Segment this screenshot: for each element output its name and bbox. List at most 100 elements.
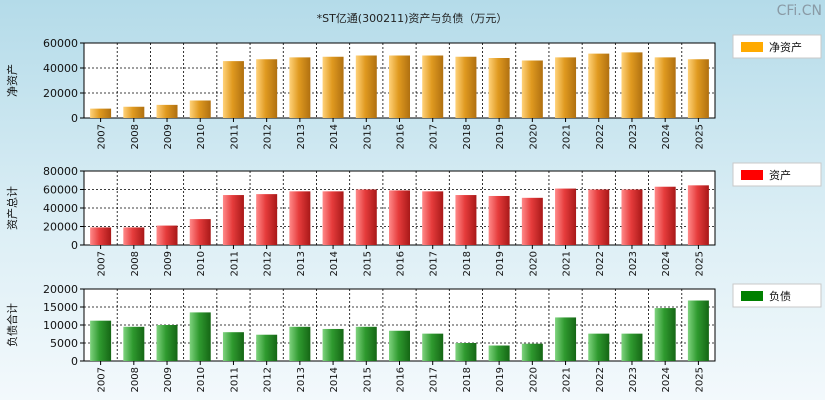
panel-2: 0 5000 10000 15000 20000 2007 2008 2009 2010 2011…	[5, 283, 716, 392]
bar-2012	[256, 59, 278, 118]
x-tick-label: 2023	[628, 251, 639, 276]
y-tick-label: 40000	[43, 202, 78, 215]
x-tick-label: 2010	[196, 367, 207, 392]
bar-2024	[654, 308, 676, 361]
x-tick-label: 2007	[97, 251, 108, 276]
x-tick-label: 2019	[495, 251, 506, 276]
x-tick-label: 2015	[362, 367, 373, 392]
y-tick-label: 60000	[43, 37, 78, 50]
bar-2025	[687, 59, 709, 118]
x-tick-label: 2021	[562, 124, 573, 149]
bar-2009	[156, 225, 178, 245]
y-axis-label: 资产总计	[5, 186, 19, 230]
bar-2011	[222, 61, 244, 118]
bar-2016	[389, 330, 410, 361]
x-tick-label: 2018	[462, 124, 473, 149]
x-tick-label: 2011	[229, 367, 240, 392]
x-tick-label: 2024	[661, 251, 672, 276]
x-tick-label: 2019	[495, 124, 506, 149]
legend-swatch	[741, 42, 763, 52]
x-tick-label: 2008	[130, 251, 141, 276]
x-tick-label: 2007	[97, 367, 108, 392]
bar-2021	[555, 317, 577, 361]
bar-2016	[389, 55, 410, 118]
x-tick-label: 2023	[628, 367, 639, 392]
chart-title: *ST亿通(300211)资产与负债（万元）	[317, 11, 508, 25]
bar-2007	[90, 320, 112, 361]
y-axis-label: 净资产	[5, 64, 19, 97]
bar-2020	[521, 343, 543, 361]
y-tick-label: 20000	[43, 283, 78, 296]
x-tick-label: 2015	[362, 124, 373, 149]
x-tick-label: 2011	[229, 124, 240, 149]
x-tick-label: 2014	[329, 251, 340, 276]
x-tick-label: 2025	[694, 124, 705, 149]
legend-label: 净资产	[769, 40, 802, 54]
legend-box	[732, 283, 822, 308]
bar-2025	[687, 185, 709, 245]
legend-swatch	[741, 170, 763, 180]
legend-2: 负债	[732, 283, 822, 308]
x-tick-label: 2022	[595, 124, 606, 149]
x-tick-label: 2011	[229, 251, 240, 276]
bar-2007	[90, 108, 112, 118]
bar-2019	[488, 345, 510, 361]
x-tick-label: 2017	[429, 367, 440, 392]
bar-2010	[189, 219, 211, 245]
legend-0: 净资产	[732, 34, 822, 59]
y-tick-label: 40000	[43, 62, 78, 75]
bar-2014	[322, 56, 344, 118]
x-tick-label: 2018	[462, 367, 473, 392]
y-tick-label: 80000	[43, 165, 78, 178]
bar-2008	[123, 106, 145, 118]
bar-2022	[588, 53, 610, 118]
bar-2007	[90, 227, 112, 245]
x-tick-label: 2008	[130, 124, 141, 149]
x-tick-label: 2025	[694, 367, 705, 392]
x-tick-label: 2020	[528, 367, 539, 392]
x-tick-label: 2010	[196, 124, 207, 149]
x-tick-label: 2024	[661, 367, 672, 392]
bar-2018	[455, 56, 477, 118]
bar-2023	[621, 189, 643, 245]
y-tick-label: 5000	[50, 337, 78, 350]
bar-2013	[289, 326, 311, 361]
x-tick-label: 2013	[296, 251, 307, 276]
bar-2016	[389, 190, 410, 245]
legend-box	[732, 34, 822, 59]
legend-1: 资产	[732, 162, 822, 187]
bar-2017	[422, 55, 444, 118]
bar-2008	[123, 326, 145, 361]
bar-2017	[422, 191, 444, 245]
bar-2015	[355, 55, 377, 118]
x-tick-label: 2022	[595, 367, 606, 392]
x-tick-label: 2022	[595, 251, 606, 276]
bar-2013	[289, 191, 311, 245]
brand-watermark: CFi.CN	[777, 3, 822, 19]
bar-2015	[355, 326, 377, 361]
x-tick-label: 2017	[429, 124, 440, 149]
bar-2021	[555, 188, 577, 245]
bar-2022	[588, 189, 610, 245]
x-tick-label: 2024	[661, 124, 672, 149]
x-tick-label: 2016	[396, 251, 407, 276]
bar-2019	[488, 58, 510, 118]
y-tick-label: 10000	[43, 319, 78, 332]
x-tick-label: 2012	[263, 367, 274, 392]
x-tick-label: 2015	[362, 251, 373, 276]
x-tick-label: 2023	[628, 124, 639, 149]
x-tick-label: 2009	[163, 124, 174, 149]
bar-2010	[189, 100, 211, 118]
legend-swatch	[741, 291, 763, 301]
bar-2012	[256, 194, 278, 245]
x-tick-label: 2020	[528, 251, 539, 276]
bar-2018	[455, 195, 477, 245]
x-tick-label: 2012	[263, 251, 274, 276]
x-tick-label: 2017	[429, 251, 440, 276]
x-tick-label: 2019	[495, 367, 506, 392]
y-tick-label: 0	[71, 239, 78, 252]
bar-2014	[322, 328, 344, 361]
bar-2014	[322, 191, 344, 245]
x-tick-label: 2008	[130, 367, 141, 392]
